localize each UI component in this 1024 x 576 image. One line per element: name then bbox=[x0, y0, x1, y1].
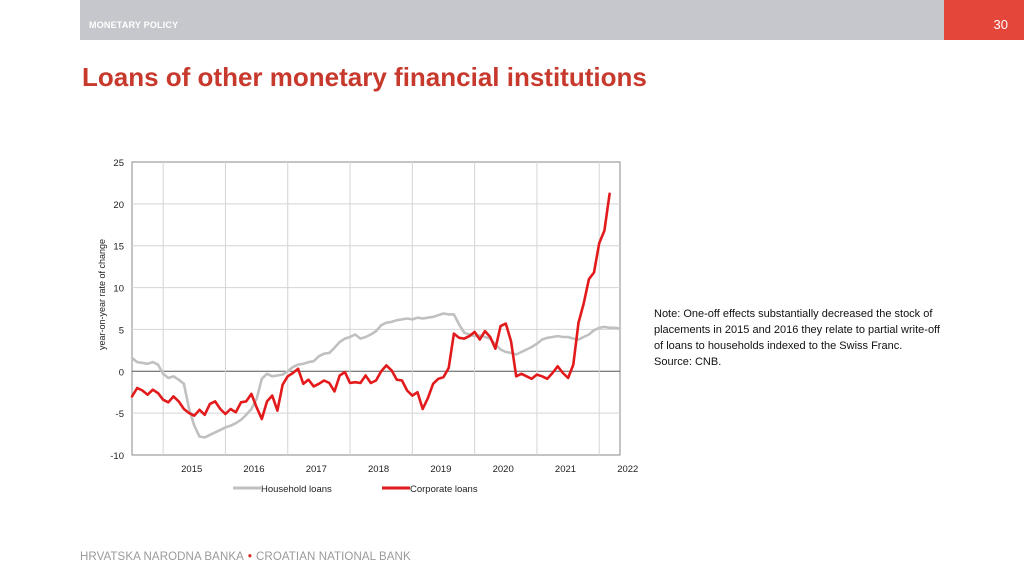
x-tick-label: 2016 bbox=[243, 464, 264, 475]
x-tick-label: 2020 bbox=[493, 464, 514, 475]
footer-name-hr: HRVATSKA NARODNA BANKA bbox=[80, 551, 244, 563]
x-tick-label: 2015 bbox=[181, 464, 202, 475]
footer-separator: • bbox=[247, 551, 253, 563]
x-tick-label: 2018 bbox=[368, 464, 389, 475]
x-tick-label: 2022 bbox=[617, 464, 638, 475]
note-text: Note: One-off effects substantially decr… bbox=[654, 308, 940, 352]
plot-area bbox=[131, 161, 621, 456]
page-number-box: 30 bbox=[944, 0, 1024, 40]
y-tick-label: 15 bbox=[113, 242, 124, 253]
y-tick-label: -10 bbox=[110, 451, 124, 462]
legend-label-household: Household loans bbox=[261, 484, 332, 495]
y-tick-label: 10 bbox=[113, 284, 124, 295]
y-tick-label: 5 bbox=[119, 325, 124, 336]
y-tick-label: 0 bbox=[119, 367, 124, 378]
series-line-corporate bbox=[130, 192, 611, 421]
page-number: 30 bbox=[993, 17, 1008, 32]
x-tick-label: 2017 bbox=[306, 464, 327, 475]
footer-name-en: CROATIAN NATIONAL BANK bbox=[256, 551, 411, 563]
legend-label-corporate: Corporate loans bbox=[410, 484, 478, 495]
footer-bank-name: HRVATSKA NARODNA BANKA • CROATIAN NATIONAL… bbox=[80, 551, 411, 563]
header-bar: MONETARY POLICY bbox=[80, 0, 944, 40]
y-tick-label: -5 bbox=[116, 409, 124, 420]
y-tick-label: 20 bbox=[113, 200, 124, 211]
series-line-household bbox=[130, 312, 622, 439]
section-label: MONETARY POLICY bbox=[89, 20, 179, 30]
note-source: Source: CNB. bbox=[654, 356, 722, 368]
y-axis-label: year-on-year rate of change bbox=[97, 239, 107, 350]
y-tick-label: 25 bbox=[113, 158, 124, 169]
x-tick-label: 2019 bbox=[430, 464, 451, 475]
x-tick-label: 2021 bbox=[555, 464, 576, 475]
page-title: Loans of other monetary financial instit… bbox=[82, 62, 647, 92]
chart-note: Note: One-off effects substantially decr… bbox=[654, 306, 944, 370]
